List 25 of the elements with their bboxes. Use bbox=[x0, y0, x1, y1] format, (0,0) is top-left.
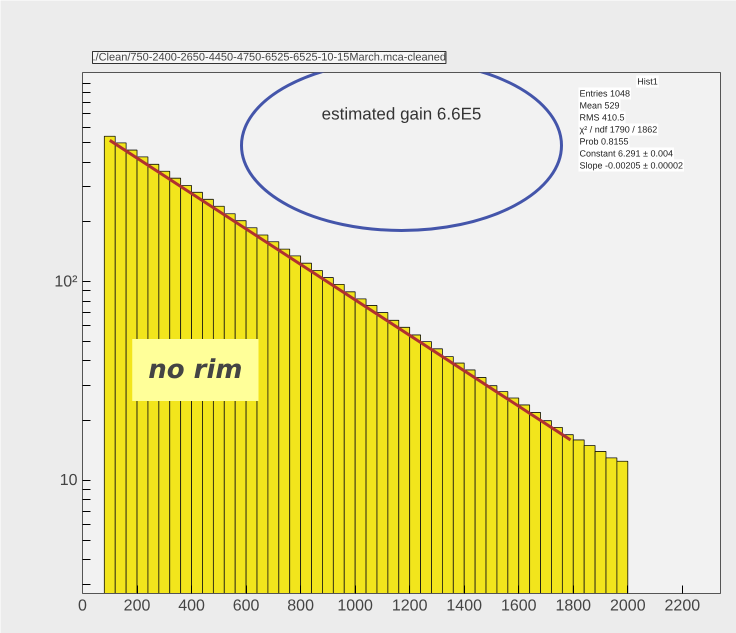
y-tick-label: 10² bbox=[54, 273, 78, 290]
x-tick-label: 1600 bbox=[500, 598, 537, 614]
x-tick-label: 800 bbox=[287, 598, 314, 614]
x-tick-label: 600 bbox=[232, 598, 260, 614]
annotation: χ² / ndf 1790 / 1862 bbox=[580, 124, 658, 134]
annotation: Hist1 bbox=[637, 76, 658, 86]
annotation: estimated gain 6.6E5 bbox=[322, 104, 482, 124]
x-tick-label: 200 bbox=[124, 598, 150, 614]
x-tick-label: 400 bbox=[178, 598, 206, 614]
annotation: Entries 1048 bbox=[580, 88, 630, 98]
chart-title: ./Clean/750-2400-2650-4450-4750-6525-6525-10-15March.mca-cleaned bbox=[92, 52, 446, 64]
x-tick-label: 2200 bbox=[664, 598, 700, 614]
x-tick-label: 2000 bbox=[610, 598, 646, 614]
annotation: Slope -0.00205 ± 0.00002 bbox=[580, 160, 684, 170]
x-tick-label: 1200 bbox=[392, 598, 428, 614]
x-tick-label: 1800 bbox=[555, 598, 592, 614]
x-tick-label: 1000 bbox=[337, 598, 374, 614]
annotation: RMS 410.5 bbox=[580, 112, 625, 122]
annotation: Constant 6.291 ± 0.004 bbox=[580, 148, 674, 158]
x-tick-label: 0 bbox=[78, 598, 88, 614]
annotation: Prob 0.8155 bbox=[580, 136, 629, 146]
x-tick-label: 1400 bbox=[446, 598, 482, 614]
annotation: Mean 529 bbox=[580, 100, 620, 110]
y-tick-label: 10 bbox=[60, 472, 78, 489]
annotation: no rim bbox=[148, 354, 242, 385]
